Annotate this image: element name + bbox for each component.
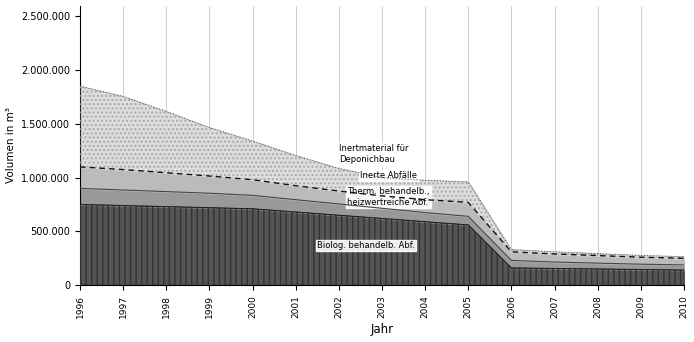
Y-axis label: Volumen in m³: Volumen in m³ <box>6 107 15 183</box>
Text: Therm. behandelb.,
heizwertreiche Abf.: Therm. behandelb., heizwertreiche Abf. <box>348 187 430 207</box>
Text: Inertmaterial für
Deponichbau: Inertmaterial für Deponichbau <box>339 144 408 164</box>
X-axis label: Jahr: Jahr <box>371 324 393 337</box>
Text: Biolog. behandelb. Abf.: Biolog. behandelb. Abf. <box>317 241 415 250</box>
Text: Inerte Abfälle: Inerte Abfälle <box>360 171 417 180</box>
